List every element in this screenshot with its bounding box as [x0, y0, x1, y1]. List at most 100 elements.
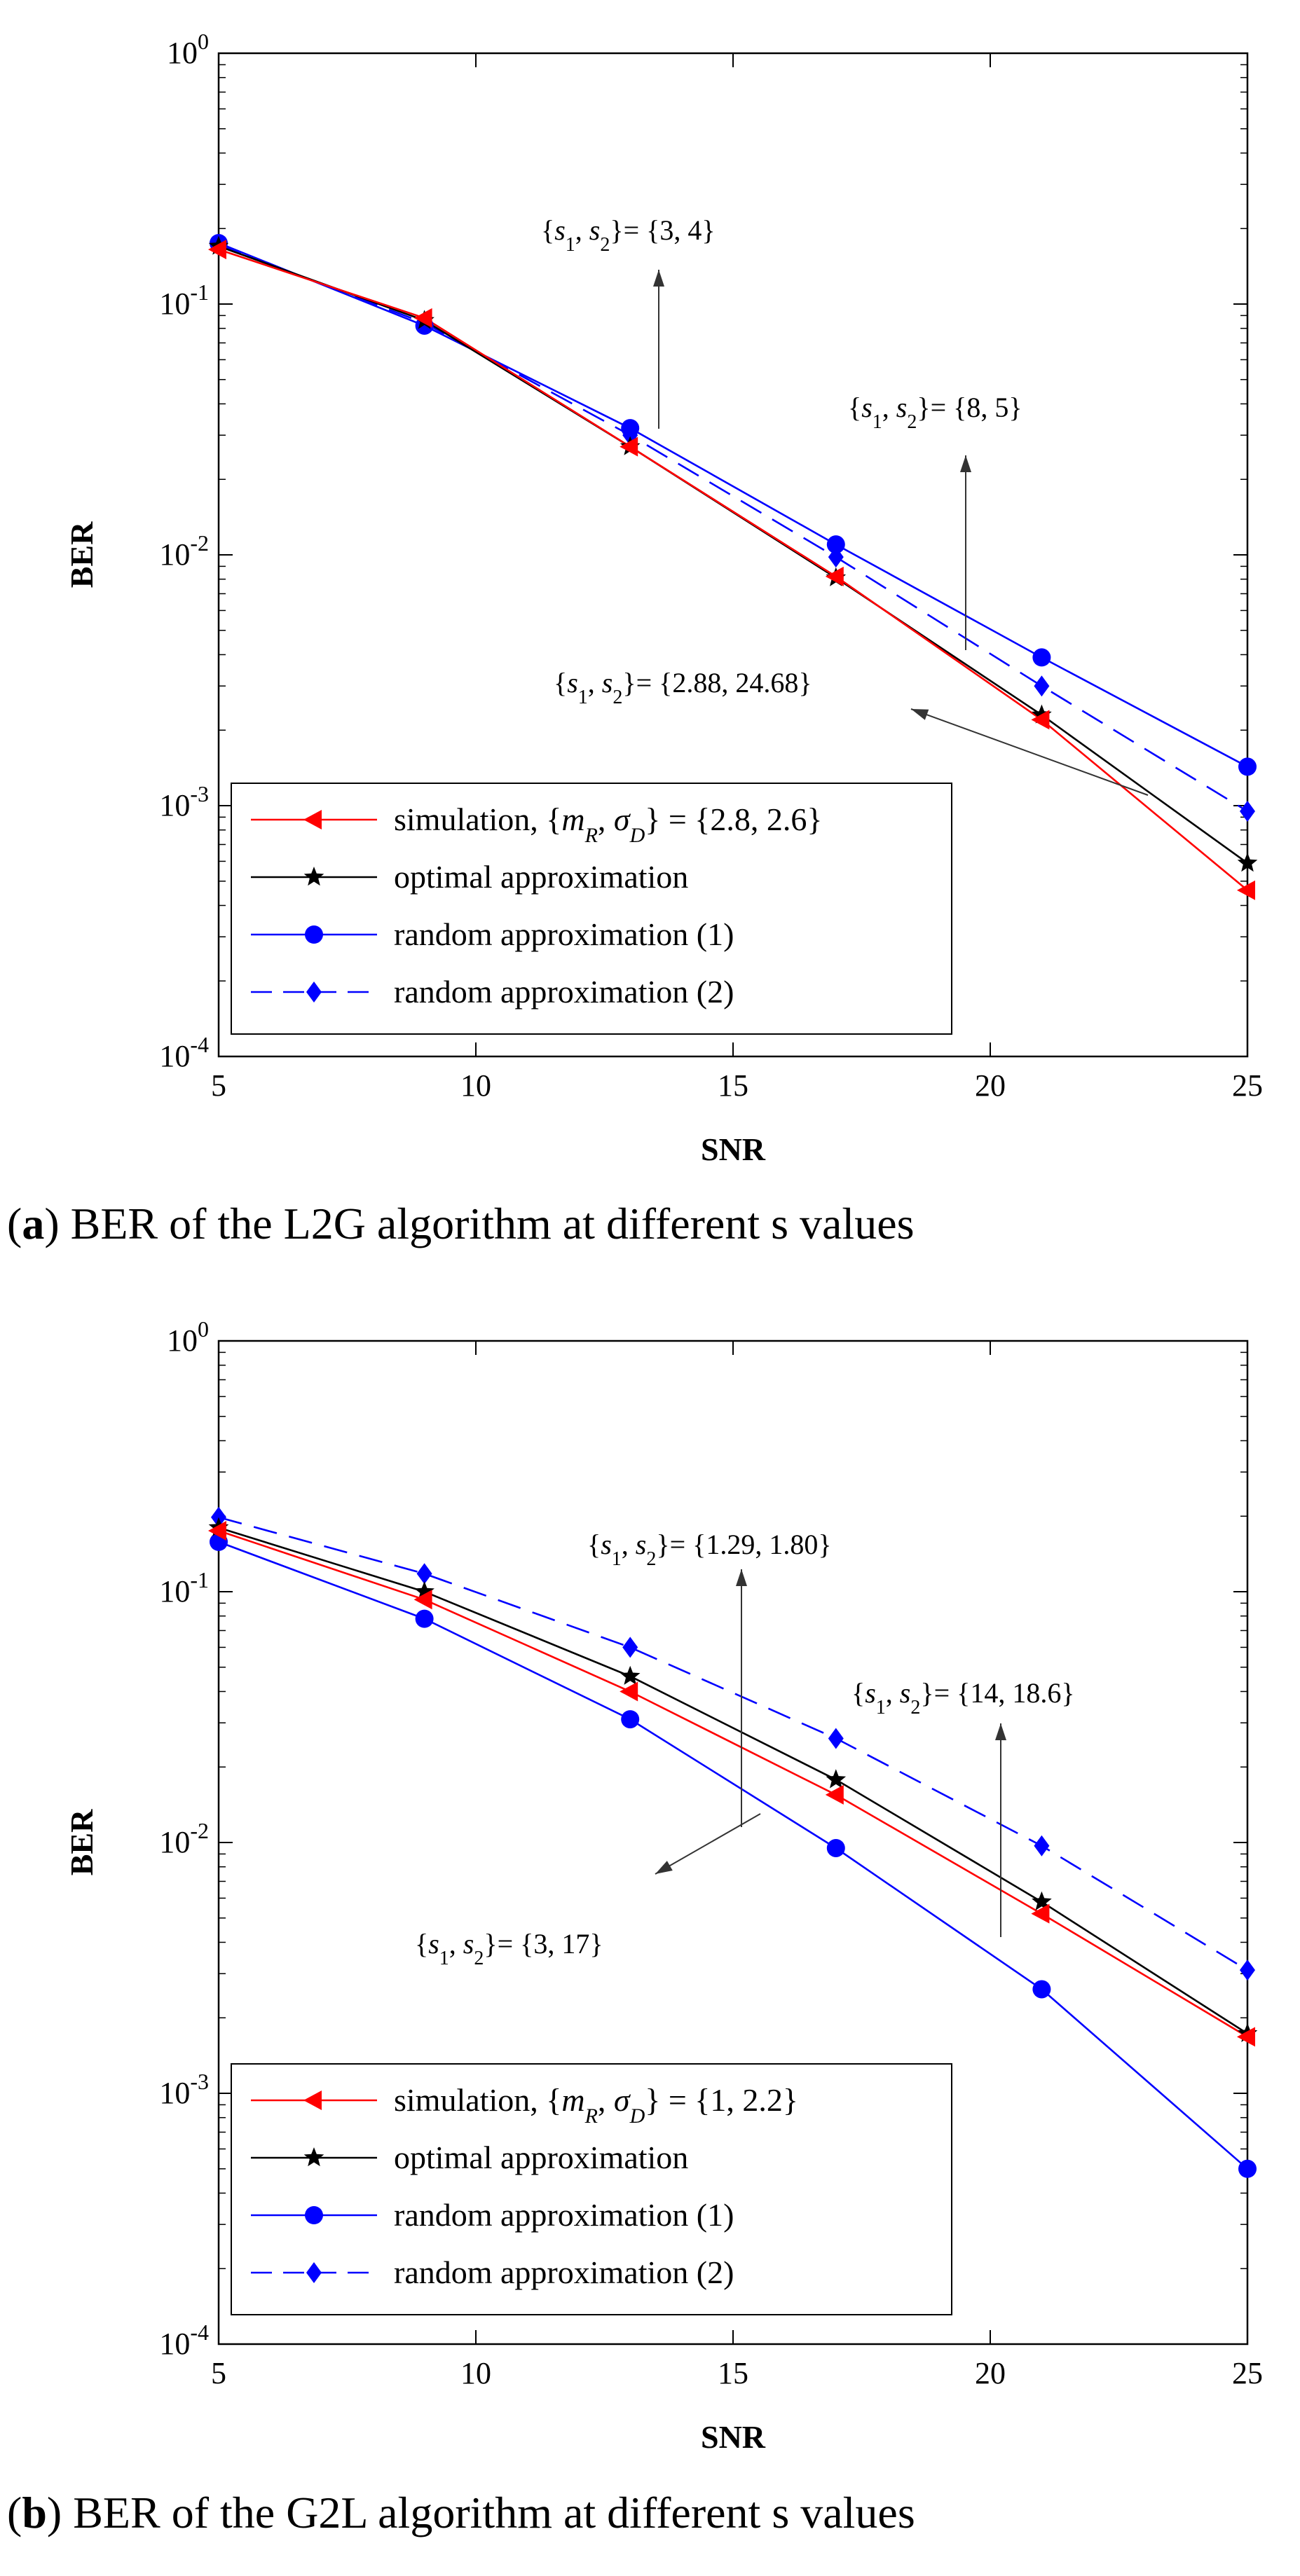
annotation-arrow-a-0 [653, 270, 664, 429]
caption-a-text: BER of the L2G algorithm at different s … [71, 1199, 915, 1248]
svg-text:(b) BER of the G2L algorithm a: (b) BER of the G2L algorithm at differen… [7, 2488, 915, 2537]
plot-a: 10-4 10-3 10-2 10-1 100 5 10 15 20 25 SNR BER {s1, s… [64, 29, 1263, 1167]
data-point-a-0 [825, 566, 844, 586]
x-tick-label-b: 10 [460, 2356, 491, 2390]
legend-label-b-1: optimal approximation [394, 2140, 688, 2175]
caption-b-open: ( [7, 2488, 22, 2537]
x-tick-label-a: 15 [718, 1068, 748, 1103]
caption-b-label: b [22, 2488, 47, 2537]
chart-a: 10-4 10-3 10-2 10-1 100 5 10 15 20 25 SNR BER {s1, s… [64, 29, 1263, 1167]
data-point-a-0 [208, 240, 226, 260]
annotation-arrow-b-0 [736, 1569, 747, 1827]
series-line-b-0 [218, 1529, 1248, 2038]
data-point-b-3 [416, 1563, 432, 1585]
data-point-b-0 [208, 1520, 226, 1541]
legend-label-b-0: simulation, {mR, σD} = {1, 2.2} [394, 2082, 798, 2128]
data-point-a-2 [621, 419, 640, 438]
legend-label-a-1: optimal approximation [394, 859, 688, 895]
y-tick-label-b: 10-2 [159, 1818, 209, 1859]
x-tick-label-b: 5 [211, 2356, 226, 2390]
data-point-b-3 [1240, 1959, 1255, 1981]
annotation-label-b-0: {s1, s2}= {1.29, 1.80} [587, 1529, 832, 1570]
y-tick-label-a: 10-4 [159, 1032, 209, 1073]
annotation-arrow-b-1 [995, 1723, 1006, 1937]
data-point-b-2 [826, 1838, 845, 1857]
annotation-arrow-a-1-head [960, 455, 971, 472]
y-tick-label-a: 100 [167, 29, 209, 70]
series-line-a-3 [218, 244, 1248, 813]
annotation-label-b-1: {s1, s2}= {14, 18.6} [851, 1677, 1075, 1719]
series-line-b-2 [218, 1541, 1248, 2170]
annotation-arrow-b-2-head [655, 1861, 673, 1874]
data-point-a-0 [1031, 710, 1050, 730]
legend-b: simulation, {mR, σD} = {1, 2.2} optimal a… [231, 2063, 952, 2315]
annotation-label-a-0: {s1, s2}= {3, 4} [541, 214, 716, 256]
annotation-arrow-a-1 [960, 455, 971, 650]
data-point-a-1 [1237, 853, 1258, 872]
y-tick-label-b: 10-3 [159, 2069, 209, 2110]
data-point-a-2 [1032, 648, 1051, 667]
data-point-a-3 [1034, 675, 1050, 697]
data-point-b-1 [414, 1581, 435, 1601]
annotation-arrow-a-0-head [653, 270, 664, 287]
legend-label-b-2: random approximation (1) [394, 2197, 734, 2233]
caption-b-text: BER of the G2L algorithm at different s … [73, 2488, 915, 2537]
data-point-b-0 [1031, 1903, 1050, 1924]
chart-b: 10-4 10-3 10-2 10-1 100 5 10 15 20 25 SNR BER {s1, s… [64, 1316, 1263, 2455]
legend-marker-b-0 [303, 2091, 322, 2110]
svg-text:(a) BER of the L2G algorithm a: (a) BER of the L2G algorithm at differen… [7, 1199, 915, 1248]
data-point-b-0 [620, 1681, 638, 1702]
annotation-label-a-2: {s1, s2}= {2.88, 24.68} [554, 667, 812, 708]
y-tick-label-b: 10-4 [159, 2320, 209, 2361]
annotation-arrow-b-1-head [995, 1723, 1006, 1740]
annotation-arrow-a-2-shaft [910, 708, 1149, 796]
y-tick-label-b: 100 [167, 1316, 209, 1358]
x-tick-label-b: 15 [718, 2356, 748, 2390]
x-tick-label-b: 25 [1232, 2356, 1263, 2390]
annotation-arrow-b-0-head [736, 1569, 747, 1586]
annotation-arrow-b-2 [655, 1813, 761, 1875]
annotation-label-a-1: {s1, s2}= {8, 5} [848, 392, 1022, 433]
data-point-b-1 [1032, 1891, 1052, 1910]
legend-a: simulation, {mR, σD} = {2.8, 2.6} optimal… [231, 783, 952, 1035]
data-point-b-3 [828, 1728, 844, 1749]
data-point-a-2 [1238, 757, 1257, 776]
series-line-b-3 [218, 1516, 1248, 1971]
data-point-b-3 [622, 1637, 638, 1658]
data-point-b-2 [1238, 2159, 1257, 2178]
y-tick-label-a: 10-1 [159, 280, 209, 321]
data-point-a-0 [413, 308, 432, 328]
annotation-arrow-a-2-head [911, 709, 929, 720]
x-tick-label-a: 5 [211, 1068, 226, 1103]
data-point-b-2 [1032, 1980, 1051, 1999]
annotation-arrow-a-2 [910, 708, 1149, 796]
data-point-b-2 [621, 1710, 640, 1729]
data-point-b-0 [825, 1784, 844, 1805]
data-point-a-0 [620, 436, 638, 457]
data-point-b-1 [620, 1665, 641, 1685]
legend-label-a-2: random approximation (1) [394, 916, 734, 952]
data-point-b-2 [415, 1609, 434, 1628]
data-point-b-0 [1237, 2027, 1255, 2047]
data-point-a-2 [826, 535, 845, 554]
data-point-b-1 [826, 1769, 847, 1789]
legend-marker-b-2 [305, 2206, 323, 2224]
x-tick-label-a: 20 [975, 1068, 1006, 1103]
legend-marker-b-3 [306, 2262, 322, 2283]
x-tick-label-b: 20 [975, 2356, 1006, 2390]
legend-marker-b-1 [303, 2147, 324, 2167]
legend-label-a-3: random approximation (2) [394, 974, 734, 1010]
data-point-b-0 [413, 1590, 432, 1610]
x-axis-label-a: SNR [701, 1131, 766, 1167]
series-line-a-0 [218, 248, 1248, 891]
data-point-b-3 [1034, 1835, 1050, 1857]
data-point-a-3 [1240, 800, 1255, 822]
data-point-a-1 [1032, 704, 1052, 724]
legend-marker-a-1 [303, 867, 324, 886]
y-axis-label-a: BER [64, 521, 100, 588]
legend-label-b-3: random approximation (2) [394, 2254, 734, 2290]
caption-a: (a) BER of the L2G algorithm at differen… [0, 1184, 1300, 1268]
caption-b: (b) BER of the G2L algorithm at differen… [0, 2473, 1300, 2557]
series-line-b-1 [218, 1527, 1248, 2034]
legend-marker-a-0 [303, 810, 322, 829]
